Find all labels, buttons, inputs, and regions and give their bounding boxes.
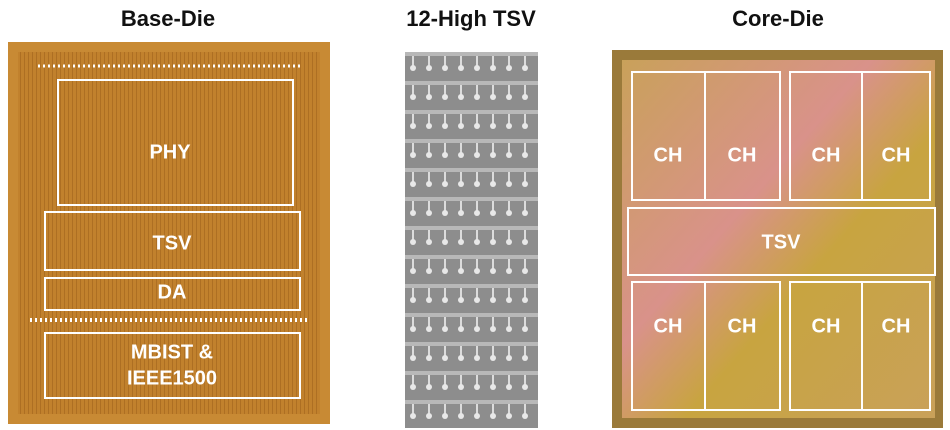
region-label: CH bbox=[654, 315, 683, 337]
region-box bbox=[57, 79, 294, 206]
region-label: CH bbox=[812, 144, 841, 166]
region-label: DA bbox=[158, 281, 187, 303]
die-surface bbox=[622, 60, 935, 418]
region-box bbox=[704, 281, 781, 411]
tsv-photo bbox=[405, 52, 538, 428]
region-label: TSV bbox=[762, 231, 802, 253]
region-label: CH bbox=[728, 315, 757, 337]
region-box bbox=[861, 71, 931, 201]
region-label: CH bbox=[882, 144, 911, 166]
region-label: CH bbox=[728, 144, 757, 166]
region-box bbox=[44, 211, 301, 271]
region-box bbox=[627, 207, 936, 276]
region-label: CH bbox=[812, 315, 841, 337]
region-box bbox=[704, 71, 781, 201]
panel-title: Core-Die bbox=[732, 6, 824, 31]
panel-title: Base-Die bbox=[121, 6, 215, 31]
region-label: IEEE1500 bbox=[127, 367, 217, 389]
region-box bbox=[44, 277, 301, 311]
region-label: MBIST & bbox=[131, 341, 213, 363]
region-label: CH bbox=[654, 144, 683, 166]
region-box bbox=[861, 281, 931, 411]
region-label: CH bbox=[882, 315, 911, 337]
region-label: PHY bbox=[149, 141, 191, 163]
region-box bbox=[44, 332, 301, 399]
panel-title: 12-High TSV bbox=[406, 6, 536, 31]
die-texture bbox=[18, 52, 320, 414]
region-label: TSV bbox=[153, 232, 193, 254]
